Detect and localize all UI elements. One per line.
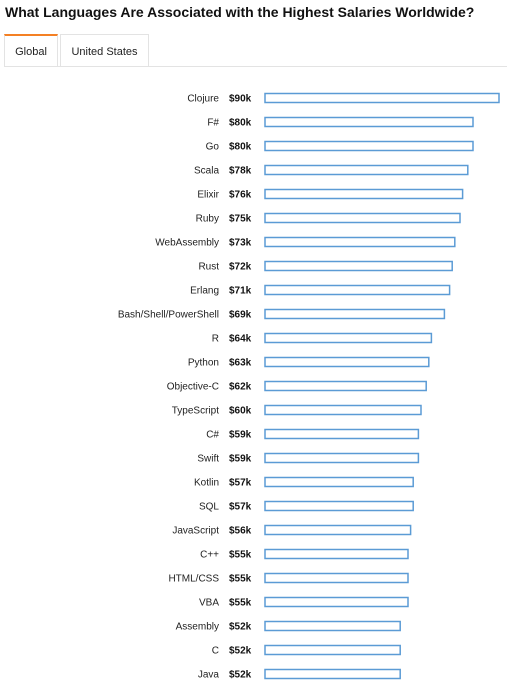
value-label: $78k — [229, 166, 252, 177]
value-label: $80k — [229, 118, 252, 129]
category-label: Go — [206, 142, 220, 153]
category-label: HTML/CSS — [168, 574, 219, 585]
bar — [264, 548, 409, 560]
value-label: $76k — [229, 190, 252, 201]
bar — [264, 620, 401, 632]
category-label: SQL — [199, 502, 219, 513]
tab-bar: Global United States — [4, 34, 507, 67]
category-label: Bash/Shell/PowerShell — [118, 310, 219, 321]
category-label: F# — [207, 118, 219, 129]
bar — [264, 140, 474, 152]
category-label: R — [212, 334, 219, 345]
bar — [264, 668, 401, 680]
category-label: C# — [206, 430, 219, 441]
bar — [264, 428, 420, 440]
category-label: VBA — [199, 598, 219, 609]
category-label: Erlang — [190, 286, 219, 297]
bar — [264, 260, 453, 272]
bar — [264, 500, 414, 512]
value-label: $59k — [229, 454, 252, 465]
value-label: $52k — [229, 622, 252, 633]
category-label: WebAssembly — [155, 238, 219, 249]
bar — [264, 92, 500, 104]
value-label: $71k — [229, 286, 252, 297]
bar — [264, 404, 422, 416]
category-label: Ruby — [196, 214, 219, 225]
category-label: Rust — [198, 262, 219, 273]
category-label: TypeScript — [172, 406, 219, 417]
bar — [264, 644, 401, 656]
value-label: $80k — [229, 142, 252, 153]
tab-united-states[interactable]: United States — [60, 34, 149, 66]
value-label: $52k — [229, 646, 252, 657]
bar — [264, 164, 469, 176]
bar — [264, 476, 414, 488]
category-label: C — [212, 646, 219, 657]
value-label: $55k — [229, 574, 252, 585]
bar — [264, 572, 409, 584]
value-label: $72k — [229, 262, 252, 273]
value-label: $55k — [229, 598, 252, 609]
value-label: $55k — [229, 550, 252, 561]
bar — [264, 284, 451, 296]
bar — [264, 596, 409, 608]
bar — [264, 212, 461, 224]
category-label: Elixir — [197, 190, 219, 201]
category-label: Python — [188, 358, 219, 369]
bar — [264, 332, 433, 344]
value-label: $57k — [229, 502, 252, 513]
value-label: $64k — [229, 334, 252, 345]
bar — [264, 524, 412, 536]
bar — [264, 452, 420, 464]
value-label: $60k — [229, 406, 252, 417]
value-label: $59k — [229, 430, 252, 441]
category-label: JavaScript — [172, 526, 219, 537]
category-label: Objective-C — [167, 382, 219, 393]
value-label: $63k — [229, 358, 252, 369]
category-label: Assembly — [176, 622, 219, 633]
bar — [264, 380, 427, 392]
category-label: Kotlin — [194, 478, 219, 489]
bar — [264, 236, 456, 248]
value-label: $56k — [229, 526, 252, 537]
value-label: $90k — [229, 94, 252, 105]
tab-global[interactable]: Global — [4, 34, 58, 66]
bar — [264, 308, 446, 320]
value-label: $52k — [229, 670, 252, 681]
category-label: C++ — [200, 550, 219, 561]
page-title: What Languages Are Associated with the H… — [5, 4, 475, 20]
value-label: $62k — [229, 382, 252, 393]
category-label: Swift — [197, 454, 219, 465]
value-label: $69k — [229, 310, 252, 321]
bar — [264, 188, 464, 200]
value-label: $57k — [229, 478, 252, 489]
value-label: $75k — [229, 214, 252, 225]
bar — [264, 116, 474, 128]
value-label: $73k — [229, 238, 252, 249]
category-label: Scala — [194, 166, 219, 177]
bar — [264, 356, 430, 368]
category-label: Java — [198, 670, 220, 681]
category-label: Clojure — [187, 94, 219, 105]
